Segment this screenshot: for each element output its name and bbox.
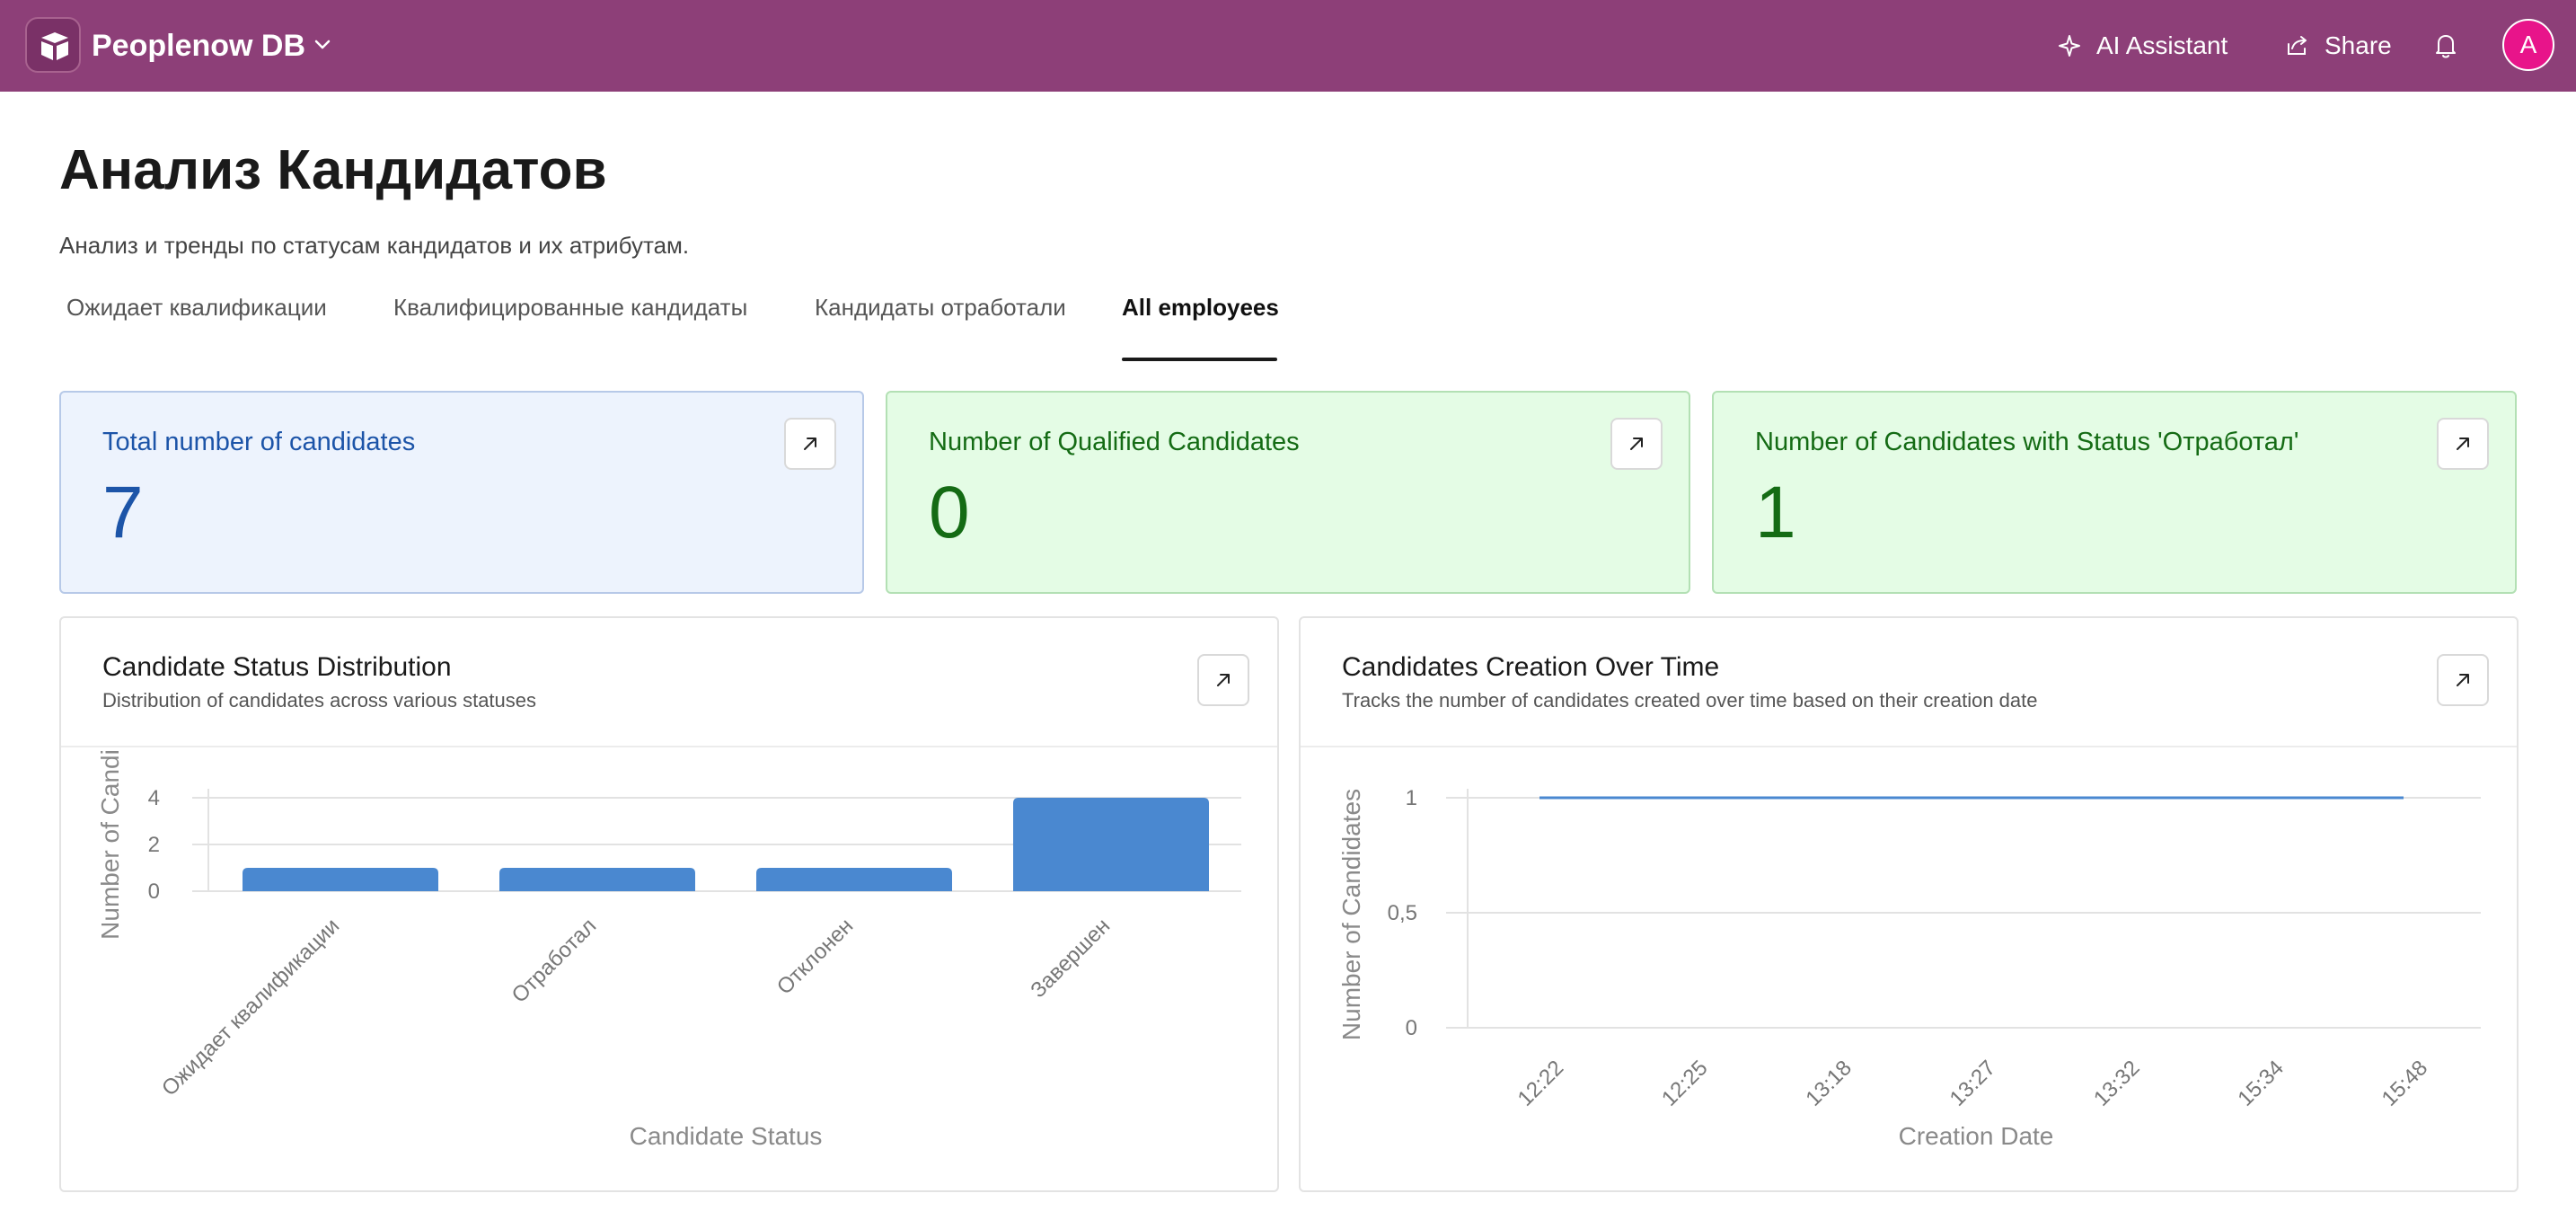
kpi-card-qualified-candidates: Number of Qualified Candidates 0 (886, 391, 1690, 594)
y-tick-label: 1 (1406, 786, 1417, 810)
arrow-up-right-icon (804, 438, 816, 450)
share-icon (2288, 36, 2307, 55)
expand-button[interactable] (2437, 418, 2489, 470)
kpi-title: Number of Qualified Candidates (929, 428, 1300, 456)
user-avatar[interactable]: A (2502, 19, 2554, 71)
x-tick-label: Отклонен (772, 914, 858, 999)
y-tick-label: 4 (148, 786, 160, 810)
y-tick-label: 2 (148, 833, 160, 857)
expand-button[interactable] (1197, 654, 1249, 706)
x-tick-label: Ожидает квалификации (157, 914, 344, 1101)
expand-button[interactable] (784, 418, 836, 470)
x-tick-label: 15:48 (2378, 1056, 2433, 1111)
x-tick-label: 13:27 (1945, 1056, 2001, 1111)
x-tick-label: 12:25 (1657, 1056, 1713, 1111)
ai-assistant-label: AI Assistant (2096, 31, 2228, 59)
arrow-up-right-icon (2457, 438, 2469, 450)
chart-card-creation-over-time: Candidates Creation Over Time Tracks the… (1299, 616, 2519, 1192)
y-tick-label: 0 (1406, 1016, 1417, 1040)
x-tick-label: 13:32 (2089, 1056, 2145, 1111)
expand-button[interactable] (1610, 418, 1663, 470)
expand-button[interactable] (2437, 654, 2489, 706)
tab-awaiting-qualification[interactable]: Ожидает квалификации (66, 294, 327, 321)
kpi-value: 7 (102, 472, 144, 553)
kpi-card-worked-candidates: Number of Candidates with Status 'Отрабо… (1712, 391, 2517, 594)
tab-candidates-worked[interactable]: Кандидаты отработали (815, 294, 1066, 321)
bar-chart: 0 2 4 Ожидает квалификации Отработал Отклонен… (96, 749, 1241, 1150)
x-tick-label: Завершен (1026, 914, 1115, 1003)
chart-description: Tracks the number of candidates created … (1342, 689, 2038, 712)
app-name[interactable]: Peoplenow DB (92, 29, 306, 63)
kpi-value: 0 (929, 472, 970, 553)
x-tick-label: 13:18 (1801, 1056, 1857, 1111)
y-axis-label: Number of Candidates (1337, 789, 1365, 1040)
arrow-up-right-icon (1630, 438, 1643, 450)
x-axis-label: Creation Date (1899, 1122, 2054, 1150)
chevron-down-icon[interactable] (313, 34, 332, 54)
notification-bell-icon[interactable] (2430, 30, 2461, 60)
x-tick-label: Отработал (507, 914, 602, 1008)
kpi-value: 1 (1755, 472, 1796, 553)
chart-divider (1301, 746, 2517, 747)
y-axis-label: Number of Candi (96, 749, 124, 940)
chart-divider (61, 746, 1277, 747)
top-bar: Peoplenow DB AI Assistant Share A (0, 0, 2576, 92)
app-logo-icon[interactable] (25, 17, 81, 73)
arrow-up-right-icon (2457, 674, 2469, 686)
bar (243, 868, 438, 891)
share-label: Share (2325, 31, 2392, 59)
line-chart: 0 0,5 1 12:22 12:25 13:18 13:27 13:32 15:34 15:48… (1337, 786, 2481, 1150)
kpi-card-total-candidates: Total number of candidates 7 (59, 391, 864, 594)
arrow-up-right-icon (1217, 674, 1230, 686)
page-subtitle: Анализ и тренды по статусам кандидатов и… (59, 232, 690, 259)
chart-title: Candidate Status Distribution (102, 652, 452, 682)
kpi-title: Number of Candidates with Status 'Отрабо… (1755, 428, 2299, 456)
chart-title: Candidates Creation Over Time (1342, 652, 1720, 682)
chart-description: Distribution of candidates across variou… (102, 689, 537, 712)
tab-qualified-candidates[interactable]: Квалифицированные кандидаты (393, 294, 748, 321)
sparkle-icon (2059, 35, 2080, 57)
kpi-title: Total number of candidates (102, 428, 416, 456)
share-button[interactable]: Share (2285, 27, 2392, 65)
x-axis-label: Candidate Status (630, 1122, 823, 1150)
ai-assistant-button[interactable]: AI Assistant (2057, 27, 2228, 65)
bar (1013, 798, 1209, 891)
bar (499, 868, 695, 891)
y-tick-label: 0 (148, 880, 160, 904)
y-tick-label: 0,5 (1388, 901, 1417, 925)
page-title: Анализ Кандидатов (59, 139, 607, 201)
active-tab-indicator (1122, 358, 1277, 361)
tab-all-employees[interactable]: All employees (1122, 294, 1279, 321)
chart-card-status-distribution: Candidate Status Distribution Distributi… (59, 616, 1279, 1192)
x-tick-label: 12:22 (1513, 1056, 1569, 1111)
bar (756, 868, 952, 891)
x-tick-label: 15:34 (2233, 1056, 2289, 1111)
